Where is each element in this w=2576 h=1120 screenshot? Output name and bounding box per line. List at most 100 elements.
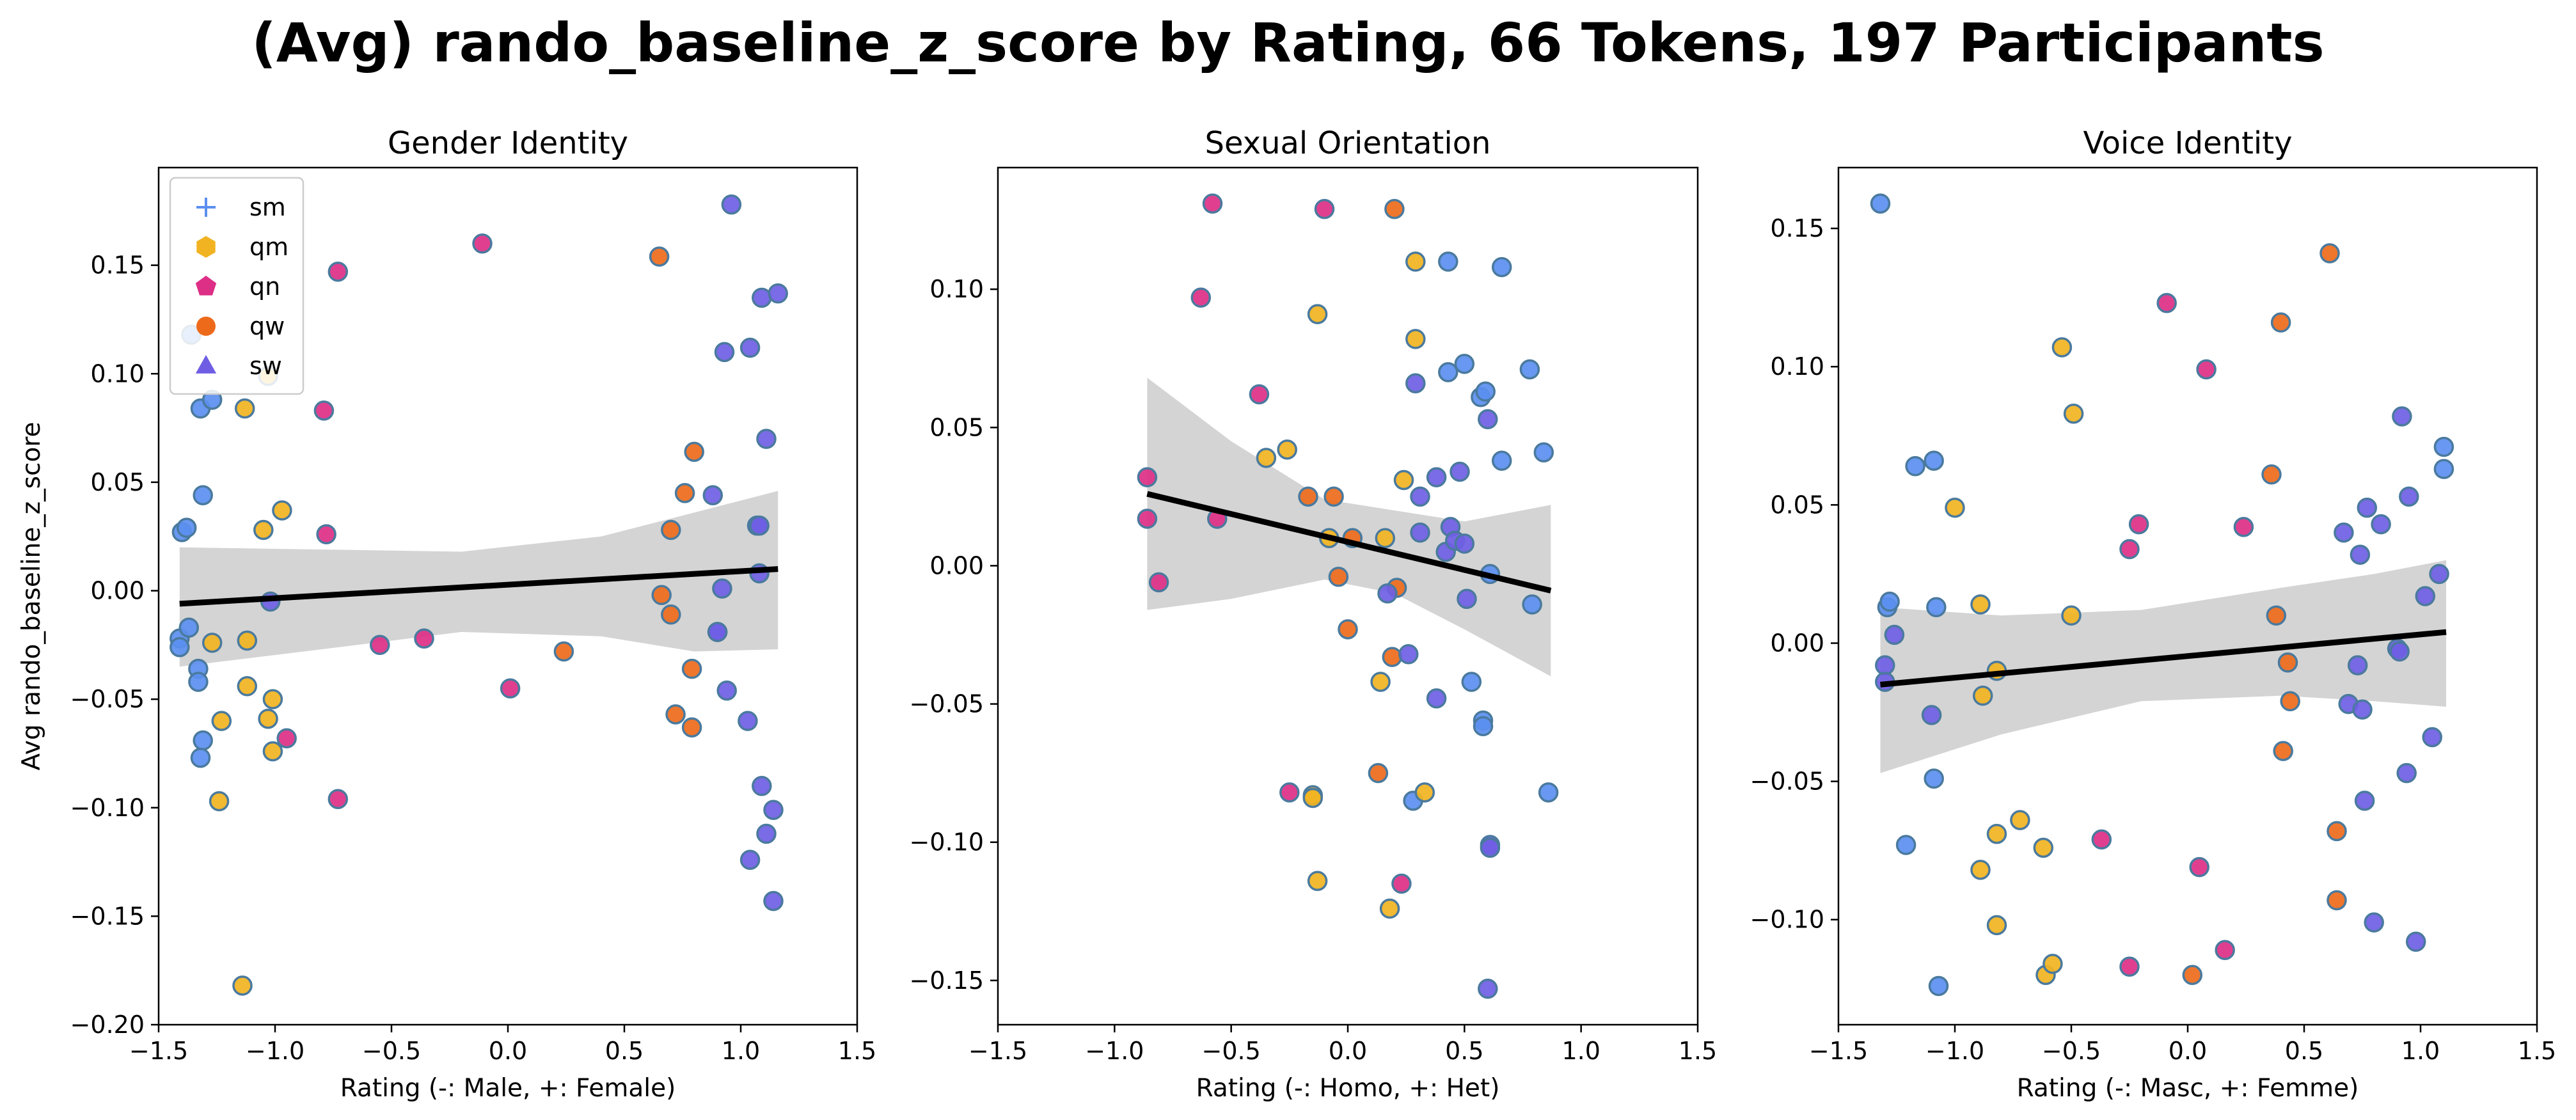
data-point <box>1879 591 1900 612</box>
data-point <box>211 711 232 731</box>
y-tick-label: −0.15 <box>70 902 145 930</box>
data-point <box>2357 497 2378 518</box>
data-point <box>253 519 274 540</box>
data-point <box>1410 486 1430 507</box>
data-point <box>1314 199 1335 219</box>
data-point <box>2327 821 2347 842</box>
data-point <box>1970 594 1991 615</box>
panel-title: Voice Identity <box>2083 125 2293 161</box>
data-point <box>1405 329 1426 349</box>
x-tick-label: 0.0 <box>2169 1037 2207 1065</box>
x-tick-label: 0.5 <box>2285 1037 2323 1065</box>
x-tick-label: 0.5 <box>1445 1037 1483 1065</box>
data-point <box>649 246 670 267</box>
data-point <box>2350 544 2371 565</box>
y-tick-label: −0.10 <box>70 794 145 822</box>
data-point <box>2051 337 2073 358</box>
legend-label: qm <box>249 233 288 261</box>
data-point <box>1426 688 1447 709</box>
data-point <box>681 658 702 679</box>
y-tick-label: −0.10 <box>910 828 984 856</box>
y-tick-label: 0.15 <box>90 251 145 280</box>
data-point <box>1426 467 1447 487</box>
data-point <box>1137 467 1158 487</box>
data-point <box>763 890 784 911</box>
data-point <box>2371 514 2391 535</box>
data-point <box>1279 782 1300 803</box>
data-point <box>1438 251 1458 272</box>
data-point <box>1475 381 1496 402</box>
data-point <box>1875 655 1895 675</box>
data-point <box>258 708 278 729</box>
data-point <box>768 283 788 304</box>
data-point <box>2156 293 2177 313</box>
data-point <box>2033 837 2054 858</box>
data-point <box>237 630 258 651</box>
data-point <box>756 823 777 844</box>
x-tick-label: −1.0 <box>1085 1037 1144 1065</box>
data-point <box>1457 588 1477 610</box>
data-point <box>1533 442 1554 462</box>
data-point <box>1438 362 1458 383</box>
y-tick-label: 0.00 <box>90 577 145 605</box>
data-point <box>237 676 258 697</box>
x-tick-label: 1.5 <box>2518 1037 2556 1065</box>
legend: sm qm qn qw sw <box>169 177 304 395</box>
y-tick-label: 0.10 <box>1770 352 1824 381</box>
data-point <box>651 585 672 606</box>
data-point <box>1478 979 1498 999</box>
data-point <box>2280 691 2300 712</box>
data-point <box>684 441 704 462</box>
y-tick-label: −0.05 <box>910 690 984 718</box>
data-point <box>1924 450 1944 471</box>
data-point <box>1384 199 1405 219</box>
data-point <box>176 517 197 538</box>
y-tick-label: −0.10 <box>1750 906 1824 934</box>
data-point <box>1491 450 1512 471</box>
data-point <box>262 689 283 709</box>
data-point <box>2319 243 2340 264</box>
data-point <box>1926 597 1947 618</box>
data-point <box>272 500 292 521</box>
data-point <box>1377 583 1398 604</box>
pentagon-marker-icon <box>195 276 217 296</box>
legend-label: qn <box>249 272 280 301</box>
x-tick-label: 1.5 <box>1679 1037 1717 1065</box>
data-point <box>1368 762 1389 784</box>
data-point <box>1519 359 1540 380</box>
y-tick-label: 0.15 <box>1770 214 1824 242</box>
confidence-band <box>179 491 778 667</box>
data-point <box>201 633 223 653</box>
x-tick-label: 1.0 <box>1561 1037 1600 1065</box>
data-point <box>232 975 253 996</box>
x-tick-label: 0.5 <box>605 1037 644 1065</box>
data-point <box>2354 791 2375 811</box>
panel-sexual-orientation: −1.5 −1.0 −0.5 0.0 0.5 1.0 1.5 −0.15 −0.10 −0.05 0… <box>910 125 1718 1103</box>
data-point <box>2043 954 2063 974</box>
data-point <box>752 287 772 308</box>
panel-gender-identity: −1.5 −1.0 −0.5 0.0 0.5 1.0 1.5 −0.20 −0.15 −0.10 −… <box>17 125 876 1103</box>
data-point <box>262 741 283 762</box>
data-point <box>1190 287 1212 308</box>
legend-label: sw <box>249 352 282 380</box>
data-point <box>1328 566 1349 587</box>
data-point <box>2429 564 2449 585</box>
legend-label: qw <box>249 312 285 340</box>
data-point <box>2266 605 2287 626</box>
data-point <box>500 678 521 698</box>
x-axis-label: Rating (-: Male, +: Female) <box>340 1074 676 1103</box>
x-tick-label: −1.5 <box>129 1037 188 1065</box>
data-point <box>2396 762 2417 784</box>
y-tick-label: −0.05 <box>1750 768 1824 796</box>
x-tick-label: −1.5 <box>1809 1037 1868 1065</box>
data-point <box>2433 459 2454 479</box>
data-point <box>188 672 209 692</box>
confidence-band <box>1880 560 2446 773</box>
y-tick-label: −0.05 <box>70 685 145 713</box>
data-point <box>1924 768 1944 789</box>
y-tick-label: 0.00 <box>1770 629 1824 657</box>
data-point <box>1379 898 1400 919</box>
data-point <box>1895 835 1916 855</box>
circle-marker-icon <box>196 317 216 336</box>
